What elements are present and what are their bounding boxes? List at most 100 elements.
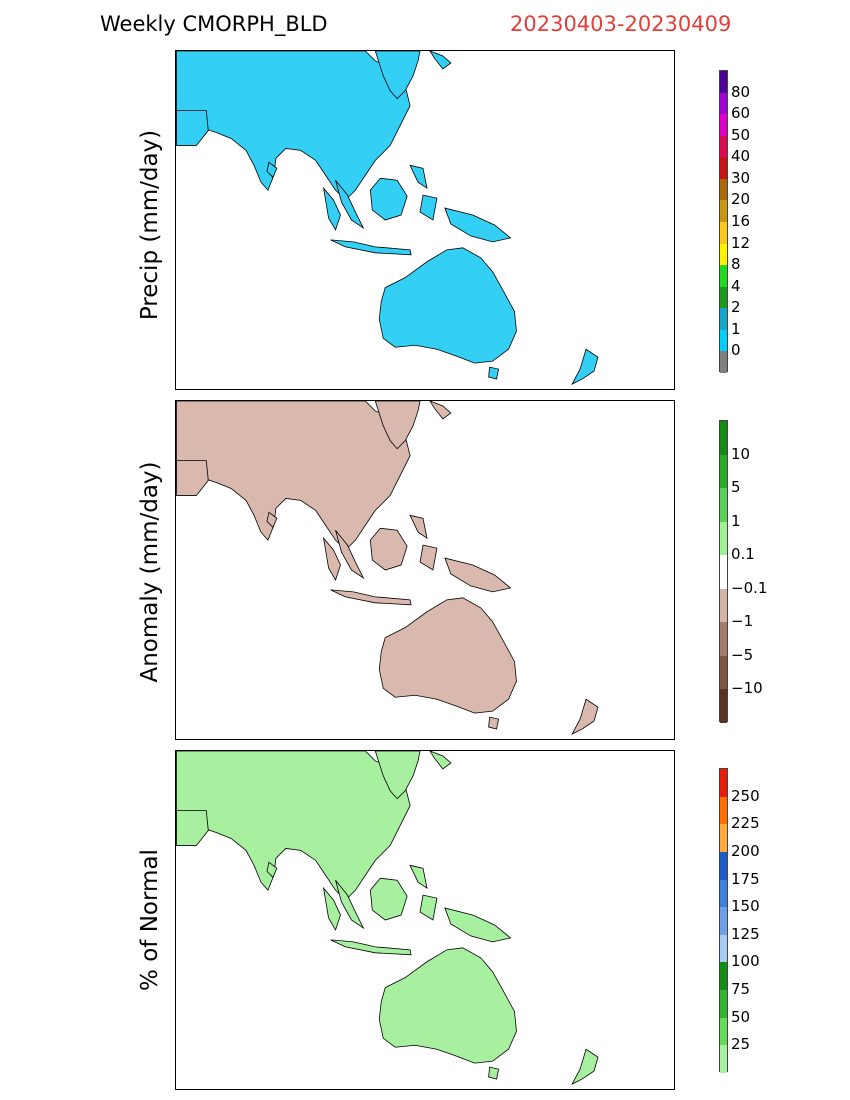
colorbar-label: 200 xyxy=(731,841,760,860)
colorbar-swatch xyxy=(720,329,727,352)
colorbar-swatch xyxy=(720,92,727,115)
colorbar-label: 12 xyxy=(731,233,751,252)
land-region xyxy=(266,861,278,878)
land-region xyxy=(335,879,365,930)
colorbar-label: 250 xyxy=(731,786,760,805)
colorbar-swatch xyxy=(720,221,727,244)
precip-colorbar xyxy=(719,70,728,373)
colorbar-swatch xyxy=(720,689,727,723)
land-region xyxy=(330,939,412,956)
colorbar-swatch xyxy=(720,851,727,880)
colorbar-label: 150 xyxy=(731,897,760,916)
colorbar-swatch xyxy=(720,521,727,556)
land-region xyxy=(322,536,341,581)
land-region xyxy=(322,186,341,231)
land-region xyxy=(409,514,428,540)
colorbar-label: 75 xyxy=(731,980,751,999)
land-region xyxy=(266,511,278,528)
land-region xyxy=(419,544,438,571)
colorbar-label: 10 xyxy=(731,444,751,463)
land-region xyxy=(176,810,209,846)
colorbar-label: −0.1 xyxy=(731,578,768,597)
colorbar-swatch xyxy=(720,1017,727,1046)
land-region xyxy=(409,864,428,890)
colorbar-label: 40 xyxy=(731,147,751,166)
land-region xyxy=(335,529,365,580)
panel-percent-map xyxy=(175,750,675,1090)
colorbar-swatch xyxy=(720,1045,727,1073)
land-region xyxy=(419,194,438,221)
date-range: 20230403-20230409 xyxy=(510,12,732,36)
colorbar-label: 25 xyxy=(731,1035,751,1054)
colorbar-swatch xyxy=(720,622,727,656)
land-region xyxy=(335,179,365,230)
colorbar-label: 8 xyxy=(731,255,741,274)
land-region xyxy=(444,907,512,943)
land-region xyxy=(176,51,411,201)
land-region xyxy=(378,247,517,364)
land-region xyxy=(429,51,452,70)
land-region xyxy=(374,51,421,100)
colorbar-label: 1 xyxy=(731,319,741,338)
colorbar-swatch xyxy=(720,962,727,990)
colorbar-swatch xyxy=(720,990,727,1018)
land-region xyxy=(374,751,421,800)
anomaly-colorbar xyxy=(719,420,728,723)
figure-title: Weekly CMORPH_BLD xyxy=(100,12,328,36)
colorbar-label: 1 xyxy=(731,511,741,530)
colorbar-swatch xyxy=(720,157,727,179)
colorbar-swatch xyxy=(720,243,727,266)
land-region xyxy=(374,401,421,450)
colorbar-label: −1 xyxy=(731,612,754,631)
land-region xyxy=(571,348,599,385)
panel-precip-map xyxy=(175,50,675,390)
land-region xyxy=(266,161,278,178)
colorbar-label: 2 xyxy=(731,298,741,317)
panel-anomaly-ylabel: Anomaly (mm/day) xyxy=(137,461,163,683)
land-region xyxy=(419,894,438,921)
panel-precip-ylabel: Precip (mm/day) xyxy=(137,129,163,321)
colorbar-swatch xyxy=(720,71,727,93)
colorbar-label: 20 xyxy=(731,190,751,209)
colorbar-swatch xyxy=(720,655,727,690)
land-region xyxy=(378,947,517,1064)
land-region xyxy=(571,698,599,735)
land-region xyxy=(444,557,512,593)
land-region xyxy=(176,401,411,551)
colorbar-swatch xyxy=(720,421,727,455)
colorbar-swatch xyxy=(720,135,727,158)
land-region xyxy=(488,716,500,730)
land-region xyxy=(444,207,512,243)
colorbar-label: 100 xyxy=(731,952,760,971)
colorbar-label: 0.1 xyxy=(731,545,755,564)
colorbar-swatch xyxy=(720,286,727,309)
colorbar-swatch xyxy=(720,488,727,522)
colorbar-swatch xyxy=(720,907,727,935)
colorbar-swatch xyxy=(720,769,727,797)
colorbar-label: 4 xyxy=(731,276,741,295)
colorbar-label: 30 xyxy=(731,168,751,187)
land-region xyxy=(176,751,411,901)
colorbar-swatch xyxy=(720,588,727,623)
land-region xyxy=(369,177,408,221)
land-region xyxy=(488,1066,500,1080)
colorbar-swatch xyxy=(720,308,727,330)
land-region xyxy=(330,589,412,606)
colorbar-label: 80 xyxy=(731,82,751,101)
land-region xyxy=(330,239,412,256)
land-region xyxy=(176,110,209,146)
colorbar-label: 60 xyxy=(731,104,751,123)
colorbar-label: 175 xyxy=(731,869,760,888)
colorbar-label: 16 xyxy=(731,212,751,230)
colorbar-label: −5 xyxy=(731,645,754,664)
colorbar-label: 50 xyxy=(731,1007,751,1026)
colorbar-swatch xyxy=(720,934,727,963)
colorbar-swatch xyxy=(720,879,727,908)
land-region xyxy=(488,366,500,380)
panel-percent-ylabel: % of Normal xyxy=(137,849,163,991)
land-region xyxy=(429,751,452,770)
land-region xyxy=(322,886,341,931)
colorbar-swatch xyxy=(720,796,727,825)
land-region xyxy=(369,527,408,571)
percent-colorbar xyxy=(719,768,728,1073)
